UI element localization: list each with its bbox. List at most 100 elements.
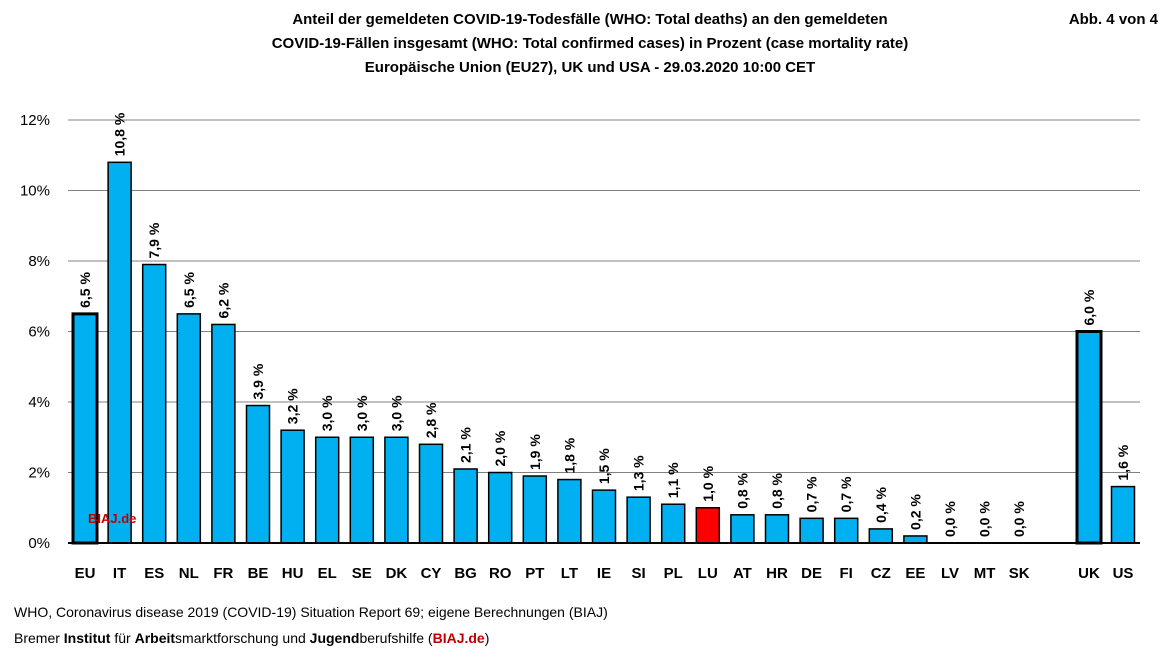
data-label-CY: 2,8 % xyxy=(423,402,439,438)
x-tick-label-EE: EE xyxy=(905,565,925,582)
data-label-HR: 0,8 % xyxy=(769,472,785,508)
data-label-PL: 1,1 % xyxy=(665,462,681,498)
data-label-CZ: 0,4 % xyxy=(873,487,889,523)
data-label-EU: 6,5 % xyxy=(77,272,93,308)
x-tick-label-RO: RO xyxy=(489,565,512,582)
x-tick-label-EU: EU xyxy=(75,565,96,582)
x-tick-label-PL: PL xyxy=(664,565,683,582)
org-bold-1: Institut xyxy=(63,630,111,646)
org-text-4: berufshilfe ( xyxy=(359,630,433,646)
x-tick-label-FI: FI xyxy=(840,565,853,582)
data-label-UK: 6,0 % xyxy=(1081,289,1097,325)
data-label-SE: 3,0 % xyxy=(354,395,370,431)
x-tick-label-UK: UK xyxy=(1078,565,1100,582)
x-tick-label-ES: ES xyxy=(144,565,164,582)
chart-title-line-2: COVID-19-Fällen insgesamt (WHO: Total co… xyxy=(271,35,909,52)
chart-title-line-3: Europäische Union (EU27), UK und USA - 2… xyxy=(364,59,816,76)
bar-EL xyxy=(314,436,340,544)
x-tick-label-HU: HU xyxy=(282,565,304,582)
x-tick-label-LU: LU xyxy=(698,565,718,582)
org-bold-2: Arbeit xyxy=(134,630,176,646)
x-tick-label-MT: MT xyxy=(974,565,996,582)
x-tick-label-HR: HR xyxy=(766,565,788,582)
organization-note: Bremer Institut für Arbeitsmarktforschun… xyxy=(14,630,489,646)
x-tick-label-SK: SK xyxy=(1009,565,1030,582)
y-tick-label-0: 0% xyxy=(28,535,50,552)
org-text-5: ) xyxy=(484,630,490,646)
x-tick-label-CY: CY xyxy=(421,565,442,582)
data-label-FR: 6,2 % xyxy=(215,282,231,318)
data-label-EE: 0,2 % xyxy=(907,494,923,530)
x-tick-label-DE: DE xyxy=(801,565,822,582)
bar-UK xyxy=(1075,330,1103,545)
biaj-watermark: BIAJ.de xyxy=(88,511,136,526)
y-tick-label-6: 6% xyxy=(28,324,50,341)
biaj-link[interactable]: BIAJ.de xyxy=(432,630,485,646)
data-label-DK: 3,0 % xyxy=(388,395,404,431)
y-tick-label-4: 4% xyxy=(28,394,50,411)
x-tick-label-PT: PT xyxy=(525,565,544,582)
bar-DK xyxy=(384,436,409,544)
source-note: WHO, Coronavirus disease 2019 (COVID-19)… xyxy=(14,604,608,620)
data-label-SI: 1,3 % xyxy=(631,455,647,491)
x-tick-label-BE: BE xyxy=(248,565,269,582)
data-label-US: 1,6 % xyxy=(1115,444,1131,480)
bar-CY xyxy=(418,443,444,544)
bar-PL xyxy=(660,503,686,544)
org-bold-3: Jugend xyxy=(309,630,360,646)
data-label-IE: 1,5 % xyxy=(596,448,612,484)
data-label-DE: 0,7 % xyxy=(804,476,820,512)
bar-HR xyxy=(764,514,790,544)
y-tick-label-10: 10% xyxy=(20,183,50,200)
data-label-HU: 3,2 % xyxy=(285,388,301,424)
bar-AT xyxy=(730,514,755,544)
bar-EU xyxy=(71,312,99,545)
bar-BG xyxy=(453,468,478,544)
org-text-3: smarktforschung und xyxy=(175,630,310,646)
bar-LU xyxy=(695,507,721,544)
bar-IT xyxy=(107,161,132,544)
data-label-AT: 0,8 % xyxy=(734,472,750,508)
x-tick-label-IT: IT xyxy=(113,565,126,582)
chart-title: Anteil der gemeldeten COVID-19-Todesfäll… xyxy=(180,8,1000,80)
x-tick-label-SE: SE xyxy=(352,565,372,582)
x-tick-label-FR: FR xyxy=(213,565,233,582)
bar-IE xyxy=(591,489,617,544)
x-tick-label-CZ: CZ xyxy=(871,565,891,582)
data-label-LU: 1,0 % xyxy=(700,465,716,501)
chart-title-line-1: Anteil der gemeldeten COVID-19-Todesfäll… xyxy=(292,11,888,28)
y-tick-label-12: 12% xyxy=(20,112,50,129)
x-tick-label-EL: EL xyxy=(318,565,337,582)
bar-SI xyxy=(626,496,651,544)
bar-CZ xyxy=(868,528,894,544)
x-tick-label-IE: IE xyxy=(597,565,611,582)
bar-SE xyxy=(349,436,375,544)
y-tick-label-2: 2% xyxy=(28,465,50,482)
data-label-ES: 7,9 % xyxy=(146,222,162,258)
x-tick-label-LV: LV xyxy=(941,565,959,582)
bar-chart: 0% 2% 4% 6% 8% 10% 12% 6,5 % EU 10,8 % IT 7,9 % ES 6,… xyxy=(20,112,1140,582)
bar-RO xyxy=(487,471,513,544)
x-tick-label-AT: AT xyxy=(733,565,752,582)
bar-HU xyxy=(280,429,305,544)
bar-ES xyxy=(141,263,167,544)
bar-LT xyxy=(557,478,582,544)
x-tick-label-LT: LT xyxy=(561,565,578,582)
bar-BE xyxy=(245,404,271,544)
data-label-FI: 0,7 % xyxy=(838,476,854,512)
bar-FI xyxy=(833,517,859,544)
bar-FR xyxy=(211,323,236,544)
data-label-MT: 0,0 % xyxy=(977,501,993,537)
data-label-LV: 0,0 % xyxy=(942,501,958,537)
data-label-BE: 3,9 % xyxy=(250,363,266,399)
x-tick-label-SI: SI xyxy=(632,565,646,582)
data-label-IT: 10,8 % xyxy=(112,112,128,156)
bar-EE xyxy=(903,535,928,544)
bar-NL xyxy=(176,313,202,544)
org-text-2: für xyxy=(110,630,135,646)
x-tick-label-NL: NL xyxy=(179,565,199,582)
x-tick-label-US: US xyxy=(1113,565,1134,582)
bar-US xyxy=(1110,485,1136,544)
figure-number: Abb. 4 von 4 xyxy=(1068,11,1158,28)
x-tick-label-BG: BG xyxy=(454,565,477,582)
